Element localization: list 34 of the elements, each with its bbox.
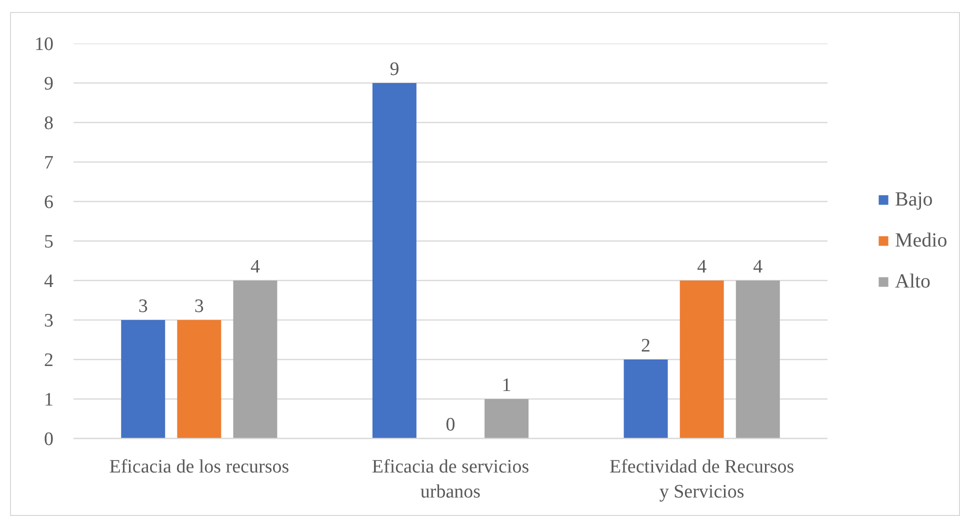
- x-tick-label: Efectividad de Recursos y Servicios: [610, 456, 794, 503]
- bar: [680, 280, 724, 438]
- x-tick-label: Eficacia de los recursos: [109, 456, 290, 478]
- data-label: 3: [194, 296, 204, 317]
- data-label: 4: [250, 256, 260, 278]
- data-label: 0: [446, 414, 456, 436]
- bar: [121, 320, 166, 438]
- y-tick-label: 4: [44, 271, 54, 292]
- legend-label: Bajo: [895, 188, 933, 211]
- y-tick-label: 7: [44, 152, 54, 174]
- bar: [484, 399, 529, 438]
- bar: [233, 280, 278, 438]
- y-tick-label: 8: [44, 113, 54, 134]
- legend-label: Medio: [895, 229, 948, 252]
- bar: [372, 83, 416, 438]
- data-label: 1: [502, 375, 512, 396]
- data-label: 2: [641, 336, 651, 356]
- y-tick-label: 6: [44, 192, 54, 213]
- data-label: 4: [697, 256, 708, 278]
- data-label: 4: [753, 256, 764, 278]
- y-tick-label: 2: [44, 350, 54, 371]
- y-tick-label: 9: [44, 74, 54, 94]
- data-label: 9: [390, 59, 400, 80]
- legend-label: Alto: [895, 270, 931, 293]
- y-tick-label: 0: [44, 429, 54, 450]
- data-label: 3: [138, 296, 148, 317]
- bar: [736, 280, 780, 438]
- y-tick-label: 3: [44, 310, 54, 332]
- bar: [177, 320, 222, 438]
- y-tick-label: 10: [34, 34, 54, 55]
- y-tick-label: 1: [44, 390, 54, 410]
- bar: [624, 360, 668, 438]
- y-tick-label: 5: [44, 232, 54, 252]
- x-tick-label: Eficacia de servicios urbanos: [372, 456, 530, 503]
